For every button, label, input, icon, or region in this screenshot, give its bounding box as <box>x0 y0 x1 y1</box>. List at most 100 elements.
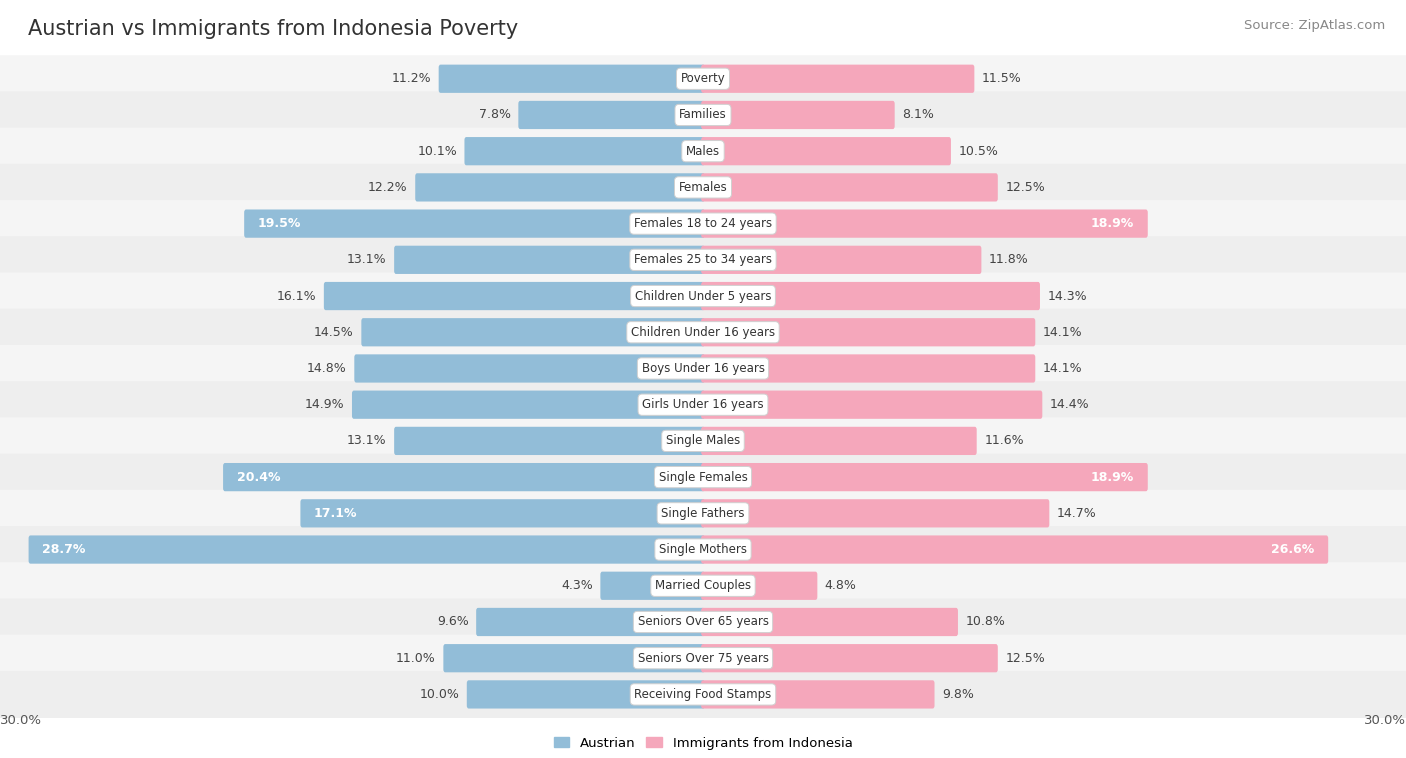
Text: 19.5%: 19.5% <box>257 217 301 230</box>
FancyBboxPatch shape <box>0 599 1406 646</box>
FancyBboxPatch shape <box>702 318 1035 346</box>
FancyBboxPatch shape <box>352 390 704 419</box>
FancyBboxPatch shape <box>0 418 1406 465</box>
FancyBboxPatch shape <box>439 64 704 93</box>
Text: 14.7%: 14.7% <box>1057 507 1097 520</box>
FancyBboxPatch shape <box>702 680 935 709</box>
Text: 10.8%: 10.8% <box>966 615 1005 628</box>
Text: Females 18 to 24 years: Females 18 to 24 years <box>634 217 772 230</box>
FancyBboxPatch shape <box>600 572 704 600</box>
Text: 9.6%: 9.6% <box>437 615 468 628</box>
FancyBboxPatch shape <box>0 671 1406 718</box>
Text: 14.4%: 14.4% <box>1050 398 1090 411</box>
FancyBboxPatch shape <box>443 644 704 672</box>
Text: 30.0%: 30.0% <box>1364 714 1406 727</box>
FancyBboxPatch shape <box>0 200 1406 247</box>
FancyBboxPatch shape <box>702 535 1329 564</box>
Text: Children Under 5 years: Children Under 5 years <box>634 290 772 302</box>
Text: Girls Under 16 years: Girls Under 16 years <box>643 398 763 411</box>
Text: 11.0%: 11.0% <box>396 652 436 665</box>
FancyBboxPatch shape <box>245 209 704 238</box>
Text: Seniors Over 65 years: Seniors Over 65 years <box>637 615 769 628</box>
Text: 30.0%: 30.0% <box>0 714 42 727</box>
Text: 14.1%: 14.1% <box>1043 326 1083 339</box>
FancyBboxPatch shape <box>361 318 704 346</box>
FancyBboxPatch shape <box>0 453 1406 501</box>
Text: 14.5%: 14.5% <box>314 326 354 339</box>
FancyBboxPatch shape <box>702 174 998 202</box>
FancyBboxPatch shape <box>702 463 1147 491</box>
Text: 16.1%: 16.1% <box>277 290 316 302</box>
Text: Single Females: Single Females <box>658 471 748 484</box>
Text: Females 25 to 34 years: Females 25 to 34 years <box>634 253 772 266</box>
FancyBboxPatch shape <box>702 137 950 165</box>
Text: Receiving Food Stamps: Receiving Food Stamps <box>634 688 772 701</box>
FancyBboxPatch shape <box>702 64 974 93</box>
FancyBboxPatch shape <box>0 381 1406 428</box>
FancyBboxPatch shape <box>519 101 704 129</box>
FancyBboxPatch shape <box>702 354 1035 383</box>
FancyBboxPatch shape <box>0 127 1406 175</box>
Text: 4.3%: 4.3% <box>561 579 593 592</box>
FancyBboxPatch shape <box>0 345 1406 392</box>
Text: 9.8%: 9.8% <box>942 688 974 701</box>
Text: 14.3%: 14.3% <box>1047 290 1087 302</box>
FancyBboxPatch shape <box>0 236 1406 283</box>
Text: 13.1%: 13.1% <box>347 253 387 266</box>
Text: 14.9%: 14.9% <box>305 398 344 411</box>
Text: 8.1%: 8.1% <box>903 108 934 121</box>
FancyBboxPatch shape <box>394 427 704 455</box>
FancyBboxPatch shape <box>0 490 1406 537</box>
Text: Source: ZipAtlas.com: Source: ZipAtlas.com <box>1244 19 1385 32</box>
Text: Females: Females <box>679 181 727 194</box>
Text: 20.4%: 20.4% <box>236 471 280 484</box>
Text: 12.5%: 12.5% <box>1005 181 1045 194</box>
Text: 17.1%: 17.1% <box>314 507 357 520</box>
FancyBboxPatch shape <box>394 246 704 274</box>
FancyBboxPatch shape <box>0 309 1406 356</box>
FancyBboxPatch shape <box>477 608 704 636</box>
Text: Austrian vs Immigrants from Indonesia Poverty: Austrian vs Immigrants from Indonesia Po… <box>28 19 519 39</box>
FancyBboxPatch shape <box>0 92 1406 139</box>
FancyBboxPatch shape <box>702 608 957 636</box>
Text: 26.6%: 26.6% <box>1271 543 1315 556</box>
Text: Males: Males <box>686 145 720 158</box>
FancyBboxPatch shape <box>0 562 1406 609</box>
Text: Single Males: Single Males <box>666 434 740 447</box>
Text: 10.0%: 10.0% <box>419 688 460 701</box>
FancyBboxPatch shape <box>415 174 704 202</box>
Text: 7.8%: 7.8% <box>479 108 510 121</box>
Text: Boys Under 16 years: Boys Under 16 years <box>641 362 765 375</box>
Text: 10.5%: 10.5% <box>959 145 998 158</box>
FancyBboxPatch shape <box>702 101 894 129</box>
Text: 14.1%: 14.1% <box>1043 362 1083 375</box>
FancyBboxPatch shape <box>702 390 1042 419</box>
Text: 11.6%: 11.6% <box>984 434 1024 447</box>
FancyBboxPatch shape <box>224 463 704 491</box>
Text: 12.2%: 12.2% <box>368 181 408 194</box>
Text: Married Couples: Married Couples <box>655 579 751 592</box>
Text: 28.7%: 28.7% <box>42 543 86 556</box>
FancyBboxPatch shape <box>28 535 704 564</box>
Text: Single Fathers: Single Fathers <box>661 507 745 520</box>
FancyBboxPatch shape <box>301 500 704 528</box>
FancyBboxPatch shape <box>0 273 1406 320</box>
FancyBboxPatch shape <box>702 572 817 600</box>
Text: 11.8%: 11.8% <box>988 253 1029 266</box>
FancyBboxPatch shape <box>0 55 1406 102</box>
Text: 18.9%: 18.9% <box>1091 471 1135 484</box>
Text: Children Under 16 years: Children Under 16 years <box>631 326 775 339</box>
Text: Poverty: Poverty <box>681 72 725 85</box>
Text: 11.5%: 11.5% <box>981 72 1022 85</box>
Text: 10.1%: 10.1% <box>418 145 457 158</box>
Text: 11.2%: 11.2% <box>391 72 432 85</box>
FancyBboxPatch shape <box>702 209 1147 238</box>
FancyBboxPatch shape <box>702 427 977 455</box>
FancyBboxPatch shape <box>702 246 981 274</box>
FancyBboxPatch shape <box>0 164 1406 211</box>
Text: Single Mothers: Single Mothers <box>659 543 747 556</box>
FancyBboxPatch shape <box>0 634 1406 681</box>
Text: Families: Families <box>679 108 727 121</box>
Text: 18.9%: 18.9% <box>1091 217 1135 230</box>
Text: 13.1%: 13.1% <box>347 434 387 447</box>
